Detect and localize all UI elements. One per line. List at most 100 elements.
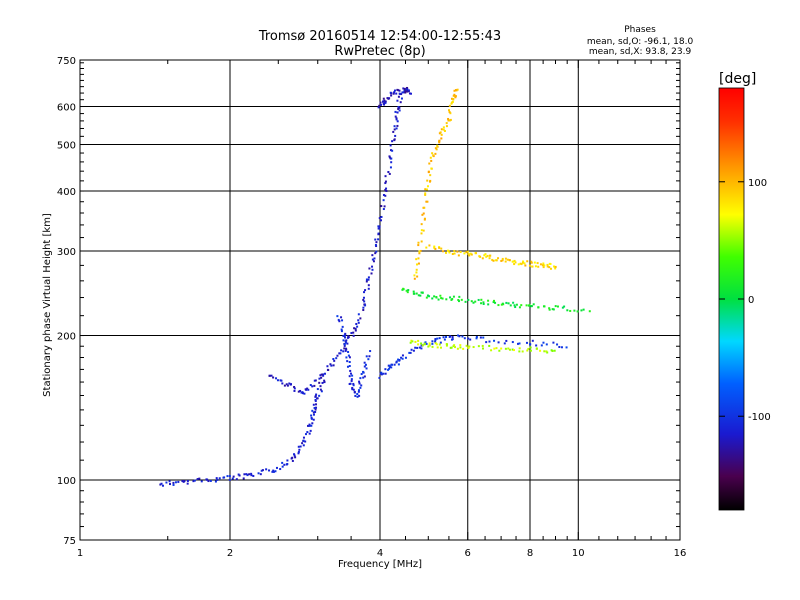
data-point (460, 298, 463, 301)
data-point (411, 340, 414, 343)
data-point (425, 342, 428, 345)
data-point (260, 469, 263, 472)
data-point (231, 477, 234, 480)
data-point (546, 263, 549, 266)
data-point (435, 148, 438, 151)
data-point (306, 431, 309, 434)
data-point (429, 156, 432, 159)
data-point (427, 171, 430, 174)
data-point (543, 305, 546, 308)
data-point (500, 347, 503, 350)
data-point (344, 340, 347, 343)
data-point (506, 258, 509, 261)
data-point (552, 308, 555, 311)
data-point (307, 388, 310, 391)
data-point (543, 264, 546, 267)
data-point (215, 477, 218, 480)
data-point (346, 360, 349, 363)
data-point (520, 263, 523, 266)
data-point (302, 436, 305, 439)
data-point (314, 379, 317, 382)
data-point (401, 354, 404, 357)
data-point (384, 101, 387, 104)
data-point (475, 337, 478, 340)
data-point (551, 349, 554, 352)
data-point (394, 110, 397, 113)
data-point (311, 409, 314, 412)
data-point (337, 318, 340, 321)
data-point (272, 470, 275, 473)
data-point (181, 480, 184, 483)
data-point (531, 339, 534, 342)
data-point (321, 381, 324, 384)
data-point (426, 185, 429, 188)
data-point (286, 463, 289, 466)
data-point (401, 91, 404, 94)
data-point (377, 227, 380, 230)
data-point (395, 127, 398, 130)
data-point (314, 399, 317, 402)
stats-line2: mean, sd,X: 93.8, 23.9 (589, 47, 692, 57)
data-point (434, 340, 437, 343)
y-tick-label: 500 (57, 141, 76, 152)
data-point (447, 250, 450, 253)
data-point (482, 301, 485, 304)
data-point (394, 115, 397, 118)
data-point (417, 244, 420, 247)
data-point (360, 384, 363, 387)
data-point (490, 349, 493, 352)
data-point (293, 454, 296, 457)
data-point (522, 260, 525, 263)
data-point (429, 179, 432, 182)
data-point (504, 347, 507, 350)
data-point (432, 154, 435, 157)
data-point (350, 332, 353, 335)
data-point (502, 303, 505, 306)
data-point (384, 194, 387, 197)
data-point (511, 260, 514, 263)
data-point (384, 372, 387, 375)
data-point (357, 313, 360, 316)
data-point (235, 478, 238, 481)
data-point (275, 466, 278, 469)
data-point (165, 481, 168, 484)
data-point (319, 385, 322, 388)
data-point (413, 277, 416, 280)
data-point (518, 347, 521, 350)
data-point (242, 477, 245, 480)
data-point (352, 382, 355, 385)
data-point (378, 376, 381, 379)
data-point (160, 482, 163, 485)
data-point (487, 303, 490, 306)
data-point (356, 395, 359, 398)
data-point (356, 325, 359, 328)
data-point (456, 250, 459, 253)
data-point (350, 378, 353, 381)
data-point (438, 246, 441, 249)
data-point (404, 89, 407, 92)
data-point (453, 250, 456, 253)
data-point (367, 278, 370, 281)
data-point (418, 252, 421, 255)
data-point (304, 433, 307, 436)
data-point (283, 384, 286, 387)
data-point (420, 232, 423, 235)
data-point (430, 167, 433, 170)
data-point (246, 474, 249, 477)
x-tick-label: 8 (527, 548, 533, 559)
data-point (458, 295, 461, 298)
data-point (388, 367, 391, 370)
data-point (364, 363, 367, 366)
data-point (330, 364, 333, 367)
data-point (310, 416, 313, 419)
data-point (453, 344, 456, 347)
data-point (420, 240, 423, 243)
data-point (423, 342, 426, 345)
data-point (553, 349, 556, 352)
data-point (393, 91, 396, 94)
data-point (451, 297, 454, 300)
data-point (404, 356, 407, 359)
data-point (443, 130, 446, 133)
data-point (397, 363, 400, 366)
